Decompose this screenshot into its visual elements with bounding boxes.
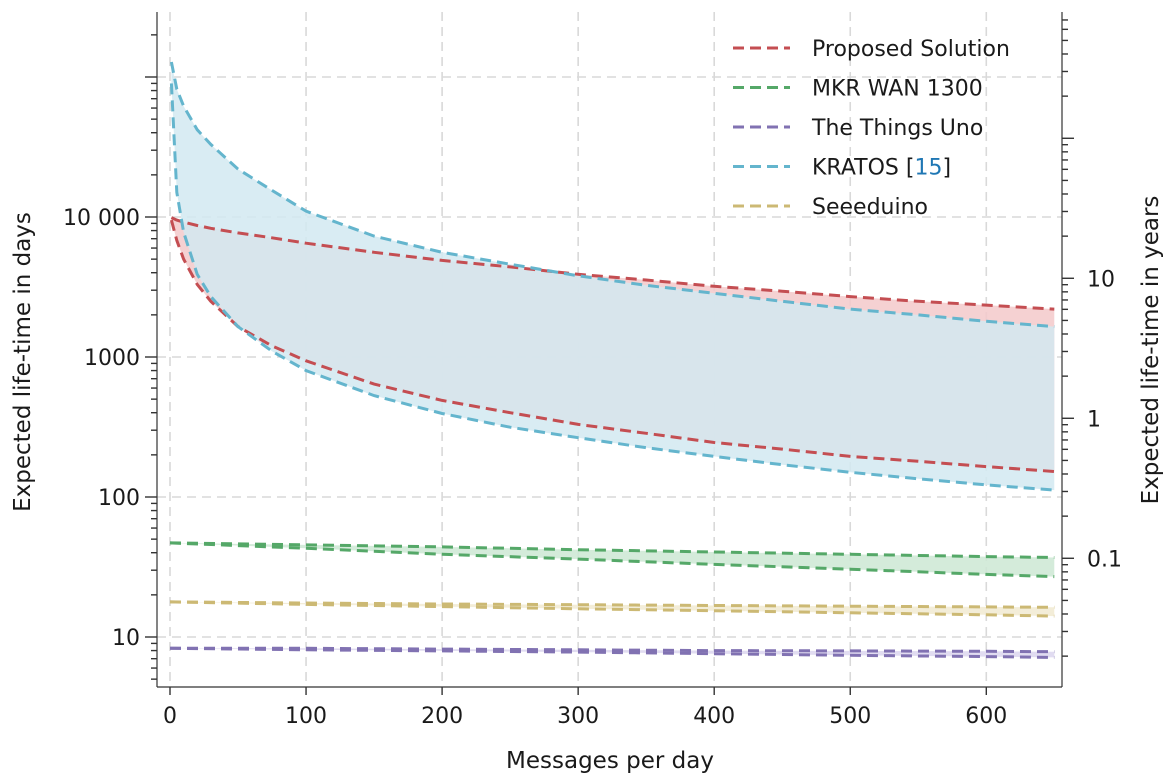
legend-label: The Things Uno	[811, 116, 983, 141]
axes-spines	[156, 12, 1063, 688]
x-tick-label: 500	[829, 704, 871, 729]
series-band	[171, 62, 1055, 491]
y-tick-label: 100	[98, 486, 140, 511]
legend-label: KRATOS [15]	[812, 156, 951, 181]
x-tick-label: 400	[693, 704, 735, 729]
y2-tick-label: 0.1	[1087, 547, 1122, 572]
series-upper-line	[169, 541, 1055, 559]
y-tick-label: 1000	[84, 346, 140, 371]
x-axis-title: Messages per day	[506, 748, 714, 774]
series-upper-line	[170, 646, 1055, 654]
y-axis-title: Expected life-time in days	[10, 212, 36, 512]
series-lower-line	[169, 83, 1055, 492]
series-lower-line	[169, 219, 1055, 473]
series-upper-line	[170, 216, 1055, 311]
y-tick-label: 10	[112, 626, 140, 651]
series-lines	[169, 61, 1055, 659]
x-tick-label: 0	[163, 704, 177, 729]
legend-label: Proposed Solution	[812, 37, 1010, 62]
series-lower-line	[169, 646, 1055, 659]
series-lower-line	[169, 600, 1055, 618]
series-upper-line	[169, 61, 1055, 329]
x-tick-label: 200	[421, 704, 463, 729]
x-tick-label: 600	[965, 704, 1007, 729]
series-lower-line	[169, 541, 1055, 579]
x-tick-label: 100	[285, 704, 327, 729]
x-tick-label: 300	[557, 704, 599, 729]
y2-axis-title: Expected life-time in years	[1138, 196, 1164, 505]
legend-label: Seeeduino	[812, 195, 928, 220]
y2-tick-label: 10	[1087, 267, 1115, 292]
y-tick-label: 10 000	[63, 206, 140, 231]
series-upper-line	[169, 600, 1055, 609]
axis-ticks: 0 100 200 300 400 500 600 10 100 1000 10 000 0.1 1 10	[63, 19, 1122, 729]
legend: Proposed Solution MKR WAN 1300 The Things …	[733, 37, 1010, 220]
y2-tick-label: 1	[1087, 407, 1101, 432]
legend-label: MKR WAN 1300	[812, 77, 983, 102]
